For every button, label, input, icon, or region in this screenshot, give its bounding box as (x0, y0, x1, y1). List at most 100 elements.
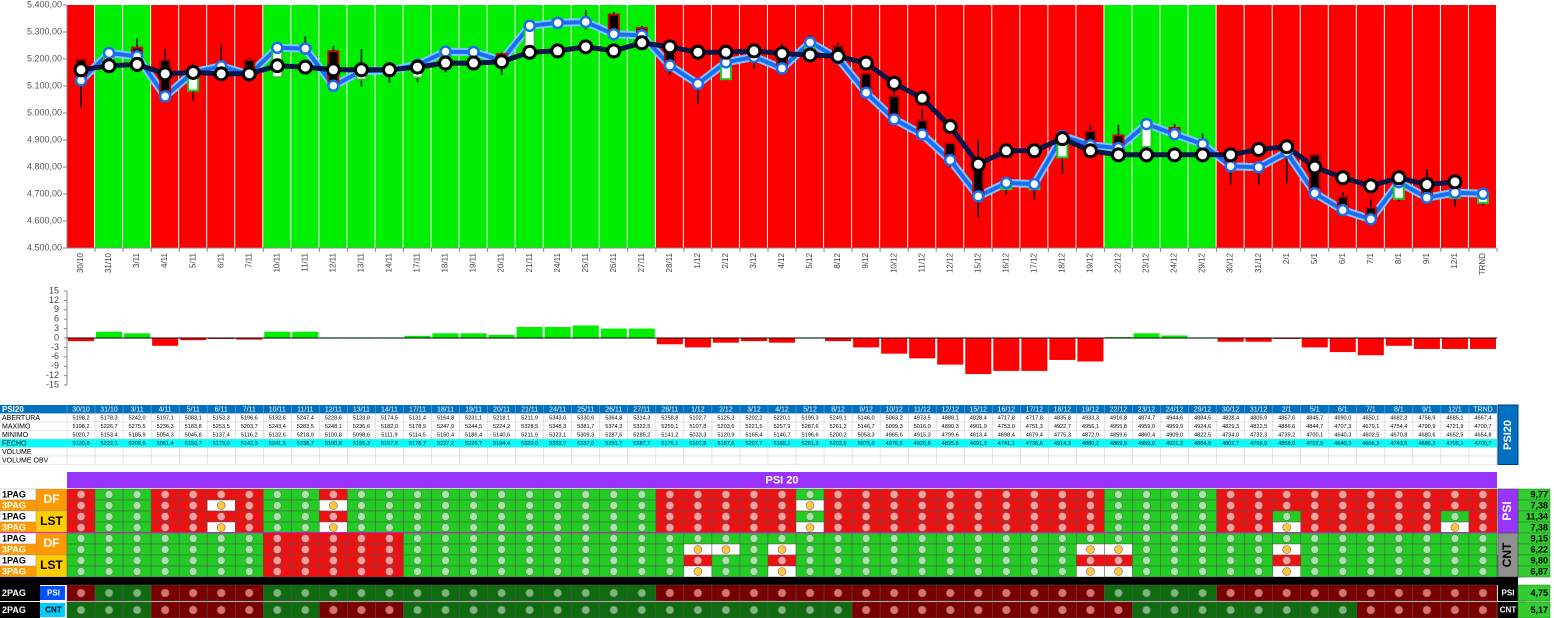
table-cell: 4933,3 (1082, 416, 1099, 422)
signal-dot (1394, 534, 1404, 543)
signal-dot (945, 556, 955, 565)
table-cell: 5261,2 (830, 424, 847, 430)
table-cell: 4702,9 (1306, 441, 1323, 447)
signal-dot (413, 605, 422, 615)
trend-point (1419, 177, 1435, 193)
signal-dot (1114, 567, 1123, 576)
signal-dot (244, 588, 254, 598)
signal-dot (1142, 512, 1151, 521)
signal-dot (104, 534, 114, 543)
table-cell: 5287,7 (633, 441, 650, 447)
signal-dot (272, 556, 282, 565)
trend-point (438, 55, 454, 71)
signal-dot (581, 605, 591, 615)
y-tick-label: 4.500,00 (27, 242, 62, 252)
table-cell: 5328,5 (521, 424, 538, 430)
signal-dot (1394, 512, 1404, 521)
table-cell: 5202,5 (830, 441, 847, 447)
signal-dot (917, 567, 927, 576)
signal-dot (132, 523, 142, 532)
table-column-header: 2/1 (1282, 407, 1292, 414)
trend-point (998, 143, 1014, 159)
signal-dot (132, 512, 142, 521)
signal-dot (693, 545, 703, 554)
signal-dot (76, 605, 86, 615)
table-cell: 5120,9 (717, 433, 734, 439)
signal-dot (1002, 501, 1011, 510)
signal-dot (1226, 556, 1235, 565)
signal-dot (104, 523, 114, 532)
table-cell: 4860,4 (1138, 433, 1155, 439)
table-cell: 5231,1 (465, 416, 482, 422)
bar (628, 328, 655, 338)
table-cell: 5063,2 (886, 416, 903, 422)
signal-dot (917, 512, 927, 521)
signal-dot (272, 605, 282, 615)
signal-dot (1030, 534, 1039, 543)
table-cell: 4799,6 (942, 433, 959, 439)
signal-dot (833, 545, 843, 554)
bar (124, 333, 151, 338)
total-value: 9,77 (1530, 489, 1548, 499)
signal-dot (76, 567, 86, 576)
signal-dot (1170, 490, 1179, 499)
table-cell: 5182,0 (381, 424, 398, 430)
close-point (439, 45, 452, 58)
signal-dot (749, 501, 759, 510)
table-cell: 5173,0 (213, 441, 230, 447)
signal-dot (216, 545, 226, 554)
table-cell: 5211,9 (521, 416, 538, 422)
signal-dot (805, 545, 815, 554)
signal-dot (188, 501, 198, 510)
trend-point (185, 65, 201, 80)
signal-dot (917, 556, 927, 565)
table-cell: 5196,6 (801, 433, 818, 439)
group-label: DF (44, 492, 60, 506)
trend-background (852, 5, 880, 248)
signal-dot (216, 588, 226, 598)
signal-dot (721, 556, 731, 565)
x-tick-label: 12/1 (1450, 252, 1459, 268)
signal-dot (945, 501, 955, 510)
signal-dot (160, 567, 170, 576)
signal-dot (188, 534, 198, 543)
signal-dot (1422, 588, 1432, 598)
y-tick-label: 5.000,00 (27, 107, 62, 117)
trend-background (824, 5, 852, 248)
signal-dot (833, 490, 843, 499)
y-tick-label: 4.700,00 (27, 188, 62, 198)
table-cell: 4602,5 (1362, 433, 1379, 439)
table-column-header: 5/1 (1310, 407, 1320, 414)
signal-dot (301, 501, 310, 510)
signal-dot (216, 501, 226, 510)
table-cell: 4859,6 (1110, 433, 1127, 439)
signal-dot (1058, 605, 1067, 615)
table-cell: 4914,3 (1054, 441, 1071, 447)
signal-dot (385, 490, 394, 499)
trend-point (942, 119, 958, 134)
signal-dot (497, 501, 506, 510)
signal-dot (1394, 588, 1404, 598)
table-cell: 4734,0 (1222, 433, 1239, 439)
table-title: PSI20 (2, 405, 24, 414)
signal-dot (1282, 567, 1292, 576)
signal-dot (441, 605, 450, 615)
table-cell: 5185,9 (129, 433, 146, 439)
signal-dot (1030, 501, 1039, 510)
table-cell: 4679,4 (1026, 433, 1043, 439)
table-cell: 4920,6 (914, 441, 931, 447)
signal-dot (1198, 567, 1207, 576)
table-cell: 4921,3 (1166, 441, 1183, 447)
signal-dot (889, 588, 899, 598)
signal-dot (1198, 534, 1207, 543)
table-column-header: 5/11 (187, 407, 200, 414)
signal-dot (945, 605, 955, 615)
signal-dot (973, 605, 983, 615)
close-point (327, 79, 340, 93)
x-tick-label: 9/12 (861, 252, 870, 268)
signal-dot (525, 545, 534, 554)
signal-dot (441, 523, 450, 532)
signal-dot (301, 567, 310, 576)
close-point (1000, 176, 1013, 190)
table-cell: 4754,4 (1390, 424, 1407, 430)
